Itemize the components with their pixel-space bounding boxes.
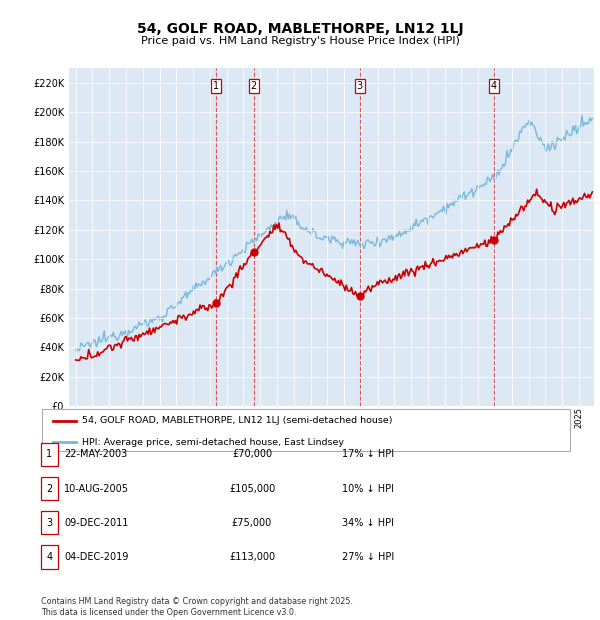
Text: 2: 2 [46,484,52,494]
Text: 34% ↓ HPI: 34% ↓ HPI [342,518,394,528]
Text: 4: 4 [491,81,497,91]
Text: £105,000: £105,000 [229,484,275,494]
Text: HPI: Average price, semi-detached house, East Lindsey: HPI: Average price, semi-detached house,… [82,438,344,446]
Text: £75,000: £75,000 [232,518,272,528]
Text: 17% ↓ HPI: 17% ↓ HPI [342,450,394,459]
Text: 04-DEC-2019: 04-DEC-2019 [64,552,128,562]
Text: 10-AUG-2005: 10-AUG-2005 [64,484,129,494]
Text: 54, GOLF ROAD, MABLETHORPE, LN12 1LJ: 54, GOLF ROAD, MABLETHORPE, LN12 1LJ [137,22,463,36]
Text: 09-DEC-2011: 09-DEC-2011 [64,518,128,528]
Text: 1: 1 [46,450,52,459]
Text: 3: 3 [356,81,363,91]
Text: Contains HM Land Registry data © Crown copyright and database right 2025.
This d: Contains HM Land Registry data © Crown c… [41,598,353,617]
Text: 22-MAY-2003: 22-MAY-2003 [64,450,127,459]
Text: 1: 1 [213,81,220,91]
Text: £70,000: £70,000 [232,450,272,459]
Text: Price paid vs. HM Land Registry's House Price Index (HPI): Price paid vs. HM Land Registry's House … [140,36,460,46]
Text: 27% ↓ HPI: 27% ↓ HPI [342,552,394,562]
Text: 2: 2 [251,81,257,91]
Text: £113,000: £113,000 [229,552,275,562]
Text: 4: 4 [46,552,52,562]
Text: 3: 3 [46,518,52,528]
Text: 54, GOLF ROAD, MABLETHORPE, LN12 1LJ (semi-detached house): 54, GOLF ROAD, MABLETHORPE, LN12 1LJ (se… [82,416,392,425]
Text: 10% ↓ HPI: 10% ↓ HPI [342,484,394,494]
